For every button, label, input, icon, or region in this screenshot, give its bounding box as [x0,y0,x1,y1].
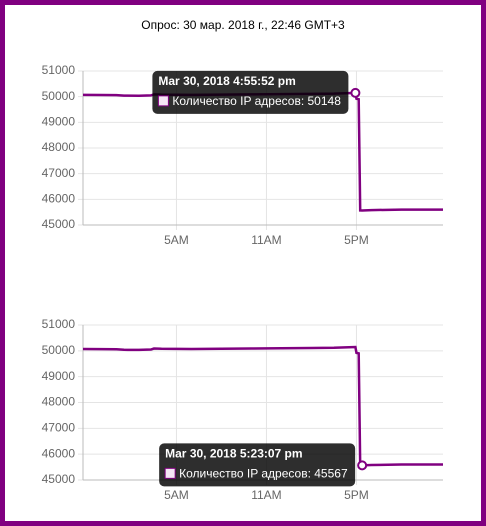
y-tick-label: 45000 [42,472,76,486]
tooltip-swatch [164,467,176,479]
y-tick-label: 47000 [42,166,76,180]
x-tick-label: 11AM [251,488,281,502]
x-tick-label: 5AM [164,488,189,502]
y-tick-label: 50000 [42,343,76,357]
tooltip-box [159,443,356,487]
tooltip-text: Количество IP адресов: 50148 [172,94,341,108]
tooltip-box [152,70,349,114]
y-tick-label: 51000 [42,317,76,331]
x-tick-label: 5PM [344,488,369,502]
y-tick-label: 46000 [42,192,76,206]
y-tick-label: 49000 [42,369,76,383]
tooltip-title: Mar 30, 2018 5:23:07 pm [165,447,302,461]
y-tick-label: 47000 [42,421,76,435]
y-tick-label: 46000 [42,446,76,460]
highlight-point [357,460,368,471]
x-tick-label: 5AM [164,233,189,247]
y-tick-label: 48000 [42,395,76,409]
y-tick-label: 48000 [42,140,76,154]
x-tick-label: 11AM [251,233,281,247]
tooltip-title: Mar 30, 2018 4:55:52 pm [158,74,295,88]
page-title: Опрос: 30 мар. 2018 г., 22:46 GMT+3 [141,18,345,32]
x-tick-label: 5PM [344,233,369,247]
y-tick-label: 49000 [42,115,76,129]
y-tick-label: 51000 [42,63,76,77]
y-tick-label: 45000 [42,217,76,231]
tooltip-text: Количество IP адресов: 45567 [179,467,348,481]
y-tick-label: 50000 [42,89,76,103]
tooltip-swatch [157,95,169,107]
highlight-point [350,87,361,98]
